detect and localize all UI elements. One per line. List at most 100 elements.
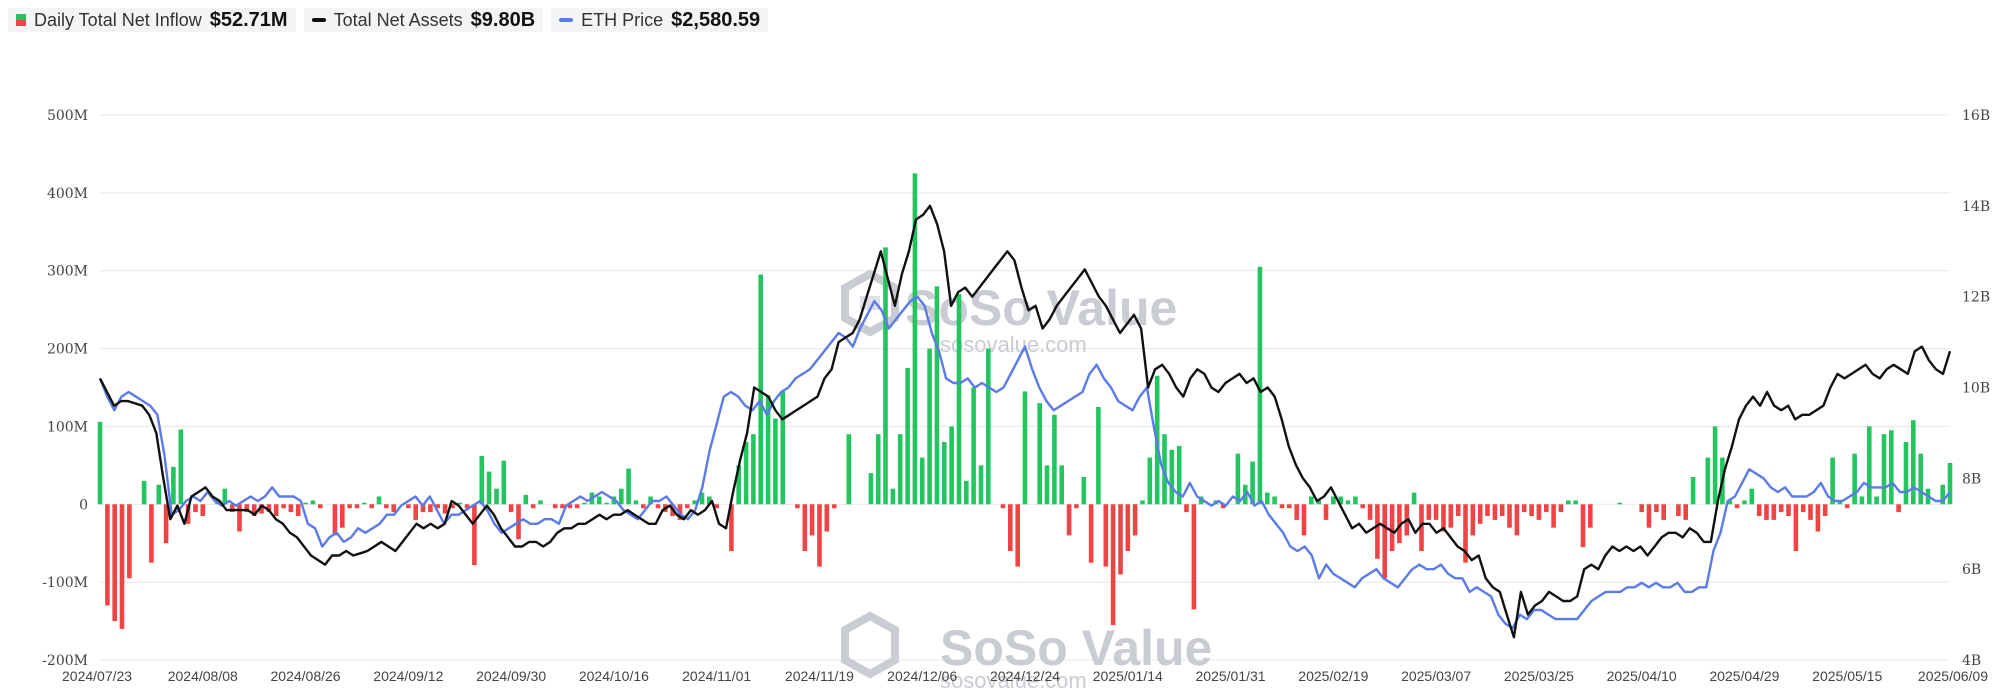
inflow-bar[interactable] bbox=[567, 504, 573, 509]
inflow-bar[interactable] bbox=[391, 504, 396, 513]
inflow-bar[interactable] bbox=[824, 504, 830, 532]
inflow-bar[interactable] bbox=[1081, 477, 1087, 505]
inflow-bar[interactable] bbox=[1397, 504, 1402, 544]
inflow-bar[interactable] bbox=[626, 468, 631, 505]
inflow-bar[interactable] bbox=[552, 504, 558, 509]
inflow-bar[interactable] bbox=[1110, 504, 1116, 625]
inflow-bar[interactable] bbox=[149, 504, 154, 563]
inflow-bar[interactable] bbox=[1066, 504, 1072, 536]
inflow-bar[interactable] bbox=[442, 504, 448, 514]
inflow-bar[interactable] bbox=[200, 504, 206, 516]
inflow-bar[interactable] bbox=[1279, 504, 1285, 509]
inflow-bar[interactable] bbox=[457, 502, 462, 505]
inflow-bar[interactable] bbox=[1455, 504, 1461, 516]
inflow-bar[interactable] bbox=[501, 460, 507, 505]
inflow-bar[interactable] bbox=[1338, 496, 1343, 505]
inflow-bar[interactable] bbox=[1169, 449, 1175, 505]
inflow-bar[interactable] bbox=[1661, 504, 1666, 520]
inflow-bar[interactable] bbox=[127, 504, 132, 579]
inflow-bar[interactable] bbox=[1448, 504, 1454, 528]
inflow-bar[interactable] bbox=[743, 442, 749, 505]
inflow-bar[interactable] bbox=[817, 504, 822, 567]
inflow-bar[interactable] bbox=[1088, 504, 1094, 563]
inflow-bar[interactable] bbox=[1793, 504, 1799, 551]
inflow-bar[interactable] bbox=[97, 421, 103, 505]
inflow-bar[interactable] bbox=[1096, 407, 1101, 505]
inflow-bar[interactable] bbox=[435, 504, 440, 509]
inflow-bar[interactable] bbox=[1822, 504, 1828, 516]
inflow-bar[interactable] bbox=[1536, 504, 1542, 520]
inflow-bar[interactable] bbox=[809, 504, 815, 536]
inflow-bar[interactable] bbox=[1646, 504, 1652, 528]
inflow-bar[interactable] bbox=[1551, 504, 1556, 528]
inflow-bar[interactable] bbox=[1470, 504, 1476, 536]
inflow-bar[interactable] bbox=[523, 494, 529, 505]
inflow-bar[interactable] bbox=[1844, 504, 1850, 509]
inflow-bar[interactable] bbox=[897, 434, 903, 505]
inflow-bar[interactable] bbox=[714, 504, 719, 509]
inflow-bar[interactable] bbox=[464, 504, 470, 509]
inflow-bar[interactable] bbox=[354, 504, 360, 509]
inflow-bar[interactable] bbox=[1654, 504, 1659, 513]
inflow-bar[interactable] bbox=[1287, 504, 1292, 509]
inflow-bar[interactable] bbox=[1771, 504, 1777, 520]
inflow-bar[interactable] bbox=[1441, 504, 1446, 532]
inflow-bar[interactable] bbox=[1301, 504, 1307, 536]
inflow-bar[interactable] bbox=[1903, 442, 1909, 505]
inflow-bar[interactable] bbox=[765, 395, 771, 505]
inflow-bar[interactable] bbox=[494, 488, 499, 505]
inflow-bar[interactable] bbox=[1140, 500, 1145, 505]
inflow-bar[interactable] bbox=[141, 480, 147, 505]
inflow-bar[interactable] bbox=[1000, 504, 1006, 509]
inflow-bar[interactable] bbox=[1742, 500, 1747, 505]
inflow-bar[interactable] bbox=[420, 504, 426, 513]
inflow-bar[interactable] bbox=[1176, 445, 1182, 505]
inflow-bar[interactable] bbox=[1881, 434, 1887, 505]
inflow-bar[interactable] bbox=[1867, 426, 1872, 505]
inflow-bar[interactable] bbox=[1257, 266, 1263, 505]
inflow-bar[interactable] bbox=[1345, 500, 1351, 505]
inflow-bar[interactable] bbox=[362, 502, 367, 505]
inflow-bar[interactable] bbox=[912, 173, 918, 505]
inflow-bar[interactable] bbox=[802, 504, 808, 551]
inflow-bar[interactable] bbox=[633, 500, 639, 505]
inflow-bar[interactable] bbox=[846, 434, 852, 505]
inflow-bar[interactable] bbox=[295, 504, 301, 516]
inflow-bar[interactable] bbox=[288, 504, 294, 513]
inflow-bar[interactable] bbox=[1015, 504, 1020, 567]
inflow-bar[interactable] bbox=[376, 496, 382, 505]
inflow-bar[interactable] bbox=[193, 504, 198, 513]
inflow-bar[interactable] bbox=[1147, 457, 1153, 505]
inflow-bar[interactable] bbox=[384, 504, 389, 509]
inflow-bar[interactable] bbox=[1852, 453, 1857, 505]
inflow-bar[interactable] bbox=[1690, 477, 1696, 505]
inflow-bar[interactable] bbox=[1022, 391, 1028, 505]
inflow-bar[interactable] bbox=[1815, 504, 1821, 532]
inflow-bar[interactable] bbox=[1837, 500, 1843, 505]
inflow-bar[interactable] bbox=[883, 247, 888, 505]
inflow-bar[interactable] bbox=[1786, 504, 1791, 516]
inflow-bar[interactable] bbox=[281, 504, 286, 509]
inflow-bar[interactable] bbox=[1940, 484, 1945, 505]
inflow-bar[interactable] bbox=[171, 466, 176, 505]
inflow-bar[interactable] bbox=[699, 492, 705, 505]
inflow-bar[interactable] bbox=[222, 488, 228, 505]
inflow-bar[interactable] bbox=[919, 457, 925, 505]
inflow-bar[interactable] bbox=[1889, 430, 1894, 505]
inflow-bar[interactable] bbox=[1764, 504, 1769, 520]
inflow-bar[interactable] bbox=[964, 480, 969, 505]
inflow-bar[interactable] bbox=[1426, 504, 1432, 520]
inflow-bar[interactable] bbox=[655, 504, 661, 509]
inflow-bar[interactable] bbox=[1037, 403, 1042, 505]
inflow-bar[interactable] bbox=[1507, 504, 1512, 528]
inflow-bar[interactable] bbox=[1683, 504, 1688, 520]
inflow-bar[interactable] bbox=[1191, 504, 1197, 610]
inflow-bar[interactable] bbox=[428, 504, 433, 513]
inflow-bar[interactable] bbox=[831, 504, 837, 509]
inflow-bar[interactable] bbox=[237, 504, 242, 532]
inflow-bar[interactable] bbox=[986, 348, 991, 505]
inflow-bar[interactable] bbox=[332, 504, 338, 536]
inflow-bar[interactable] bbox=[1132, 504, 1138, 536]
inflow-bar[interactable] bbox=[1947, 463, 1953, 505]
inflow-bar[interactable] bbox=[978, 465, 984, 505]
